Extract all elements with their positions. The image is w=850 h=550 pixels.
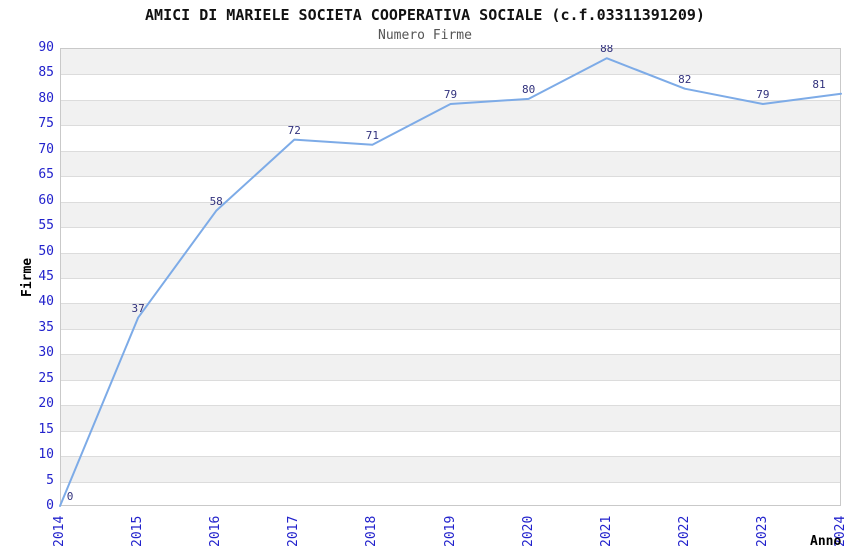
chart-title: AMICI DI MARIELE SOCIETA COOPERATIVA SOC… [145, 6, 705, 24]
data-point-label: 58 [209, 194, 223, 208]
data-point-label: 37 [131, 301, 145, 315]
gridline [61, 430, 840, 432]
gridline [61, 201, 840, 203]
y-tick-label: 35 [38, 319, 54, 335]
gridline [61, 405, 840, 407]
y-tick-label: 55 [38, 218, 54, 234]
y-tick-label: 40 [38, 294, 54, 310]
x-axis-title: Anno [810, 534, 842, 549]
data-label-layer: 0 37 58 72 71 79 80 88 82 79 81 [0, 45, 850, 550]
gridline [61, 150, 840, 152]
data-point-label: 71 [365, 128, 380, 142]
gridline [61, 227, 840, 229]
gridline [61, 125, 840, 127]
gridline [61, 481, 840, 483]
plot-area [60, 48, 841, 506]
y-tick-label: 75 [38, 116, 54, 132]
gridband [61, 456, 840, 482]
gridband [61, 354, 840, 380]
gridline [61, 354, 840, 356]
data-point-label: 79 [443, 87, 458, 101]
chart-subtitle: Numero Firme [378, 28, 472, 43]
gridline [61, 176, 840, 178]
gridline [61, 456, 840, 458]
data-point-label: 81 [812, 77, 826, 91]
gridline [61, 379, 840, 381]
gridband [61, 303, 840, 329]
y-tick-label: 15 [38, 421, 54, 437]
data-point-label: 82 [678, 72, 692, 86]
gridline [61, 278, 840, 279]
gridline [61, 252, 840, 254]
gridline [61, 74, 840, 76]
y-tick-label: 85 [38, 65, 54, 81]
y-tick-label: 80 [38, 90, 54, 106]
y-tick-label: 90 [38, 40, 54, 55]
data-point-label: 79 [756, 87, 770, 101]
y-tick-label: 70 [38, 141, 54, 157]
y-tick-label: 30 [38, 345, 54, 361]
gridband [61, 252, 840, 278]
data-point-label: 72 [287, 123, 301, 137]
y-tick-label: 20 [38, 396, 54, 412]
data-point-label: 88 [600, 45, 614, 56]
y-tick-label: 25 [38, 370, 54, 386]
y-tick-label: 60 [38, 192, 54, 208]
data-point-label: 0 [66, 490, 74, 503]
data-point-label: 80 [521, 82, 536, 96]
gridline [61, 303, 840, 305]
y-tick-label: 50 [38, 243, 54, 259]
gridband [61, 405, 840, 431]
gridline [61, 328, 840, 330]
gridband [61, 201, 840, 228]
y-tick-label: 45 [38, 269, 54, 284]
y-tick-label: 65 [38, 167, 54, 183]
line-series [59, 57, 842, 507]
y-tick-label: 10 [38, 447, 54, 463]
y-tick-label: 0 [46, 498, 54, 513]
gridband [61, 49, 840, 75]
y-tick-label: 5 [46, 472, 54, 488]
y-axis-title: Firme [20, 257, 35, 297]
gridband [61, 150, 840, 177]
gridline [61, 99, 840, 101]
